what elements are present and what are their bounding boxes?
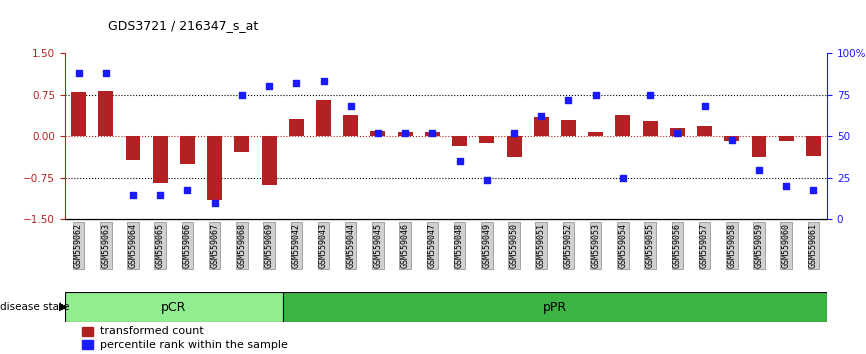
Point xyxy=(507,130,521,136)
Text: pPR: pPR xyxy=(543,301,567,314)
Bar xyxy=(65,292,282,322)
Bar xyxy=(616,115,630,136)
Point xyxy=(235,92,249,97)
Point xyxy=(289,80,303,86)
Point xyxy=(153,192,167,198)
Point xyxy=(698,103,712,109)
Bar xyxy=(588,132,603,136)
Point xyxy=(725,137,739,142)
Point xyxy=(453,159,467,164)
Text: GSM559062: GSM559062 xyxy=(74,223,83,268)
Bar xyxy=(126,136,140,160)
Bar xyxy=(643,121,657,136)
Bar xyxy=(724,136,740,141)
Bar xyxy=(343,115,359,136)
Text: GSM559049: GSM559049 xyxy=(482,223,491,268)
Point xyxy=(72,70,86,76)
Bar xyxy=(82,326,93,336)
Text: GSM559054: GSM559054 xyxy=(618,223,627,268)
Bar xyxy=(507,136,521,158)
Point xyxy=(99,70,113,76)
Text: GSM559067: GSM559067 xyxy=(210,223,219,268)
Text: pCR: pCR xyxy=(161,301,186,314)
Bar xyxy=(479,136,494,143)
Point xyxy=(371,130,385,136)
Text: GSM559047: GSM559047 xyxy=(428,223,436,268)
Bar xyxy=(561,120,576,136)
Bar xyxy=(235,136,249,152)
Text: GSM559052: GSM559052 xyxy=(564,223,573,268)
Bar xyxy=(397,132,412,136)
Bar xyxy=(282,292,827,322)
Bar xyxy=(371,131,385,136)
Bar xyxy=(316,100,331,136)
Bar xyxy=(752,136,766,158)
Text: disease state: disease state xyxy=(0,302,69,312)
Text: GSM559053: GSM559053 xyxy=(591,223,600,268)
Bar xyxy=(152,136,168,183)
Text: GSM559050: GSM559050 xyxy=(509,223,519,268)
Bar xyxy=(697,126,712,136)
Text: percentile rank within the sample: percentile rank within the sample xyxy=(100,339,288,350)
Text: GSM559063: GSM559063 xyxy=(101,223,110,268)
Bar xyxy=(425,132,440,136)
Text: GSM559066: GSM559066 xyxy=(183,223,192,268)
Point xyxy=(806,187,820,192)
Text: GSM559069: GSM559069 xyxy=(265,223,274,268)
Text: GSM559060: GSM559060 xyxy=(782,223,791,268)
Point xyxy=(425,130,439,136)
Text: GDS3721 / 216347_s_at: GDS3721 / 216347_s_at xyxy=(108,19,258,32)
Point xyxy=(480,177,494,182)
Point xyxy=(670,130,684,136)
Point xyxy=(561,97,575,103)
Point xyxy=(180,187,194,192)
Bar xyxy=(779,136,793,141)
Point xyxy=(779,183,793,189)
Text: GSM559065: GSM559065 xyxy=(156,223,165,268)
Text: GSM559045: GSM559045 xyxy=(373,223,383,268)
Bar xyxy=(207,136,222,200)
Point xyxy=(317,79,331,84)
Text: GSM559042: GSM559042 xyxy=(292,223,301,268)
Bar xyxy=(71,92,86,136)
Point xyxy=(589,92,603,97)
Point xyxy=(344,103,358,109)
Text: GSM559048: GSM559048 xyxy=(456,223,464,268)
Bar xyxy=(262,136,276,185)
Bar xyxy=(288,119,304,136)
Text: transformed count: transformed count xyxy=(100,326,204,336)
Point xyxy=(126,192,140,198)
Point xyxy=(208,200,222,206)
Point xyxy=(616,175,630,181)
Text: GSM559061: GSM559061 xyxy=(809,223,818,268)
Text: GSM559057: GSM559057 xyxy=(700,223,709,268)
Text: GSM559055: GSM559055 xyxy=(646,223,655,268)
Bar xyxy=(82,340,93,349)
Point xyxy=(398,130,412,136)
Bar xyxy=(669,128,685,136)
Text: ▶: ▶ xyxy=(59,302,68,312)
Text: GSM559068: GSM559068 xyxy=(237,223,246,268)
Text: GSM559046: GSM559046 xyxy=(401,223,410,268)
Text: GSM559059: GSM559059 xyxy=(754,223,764,268)
Bar xyxy=(452,136,467,146)
Point xyxy=(534,114,548,119)
Bar xyxy=(806,136,821,156)
Text: GSM559056: GSM559056 xyxy=(673,223,682,268)
Text: GSM559058: GSM559058 xyxy=(727,223,736,268)
Point xyxy=(752,167,766,172)
Bar xyxy=(98,91,113,136)
Text: GSM559064: GSM559064 xyxy=(128,223,138,268)
Text: GSM559044: GSM559044 xyxy=(346,223,355,268)
Bar xyxy=(180,136,195,164)
Text: GSM559043: GSM559043 xyxy=(319,223,328,268)
Point xyxy=(262,84,276,89)
Bar xyxy=(533,117,549,136)
Point xyxy=(643,92,657,97)
Text: GSM559051: GSM559051 xyxy=(537,223,546,268)
